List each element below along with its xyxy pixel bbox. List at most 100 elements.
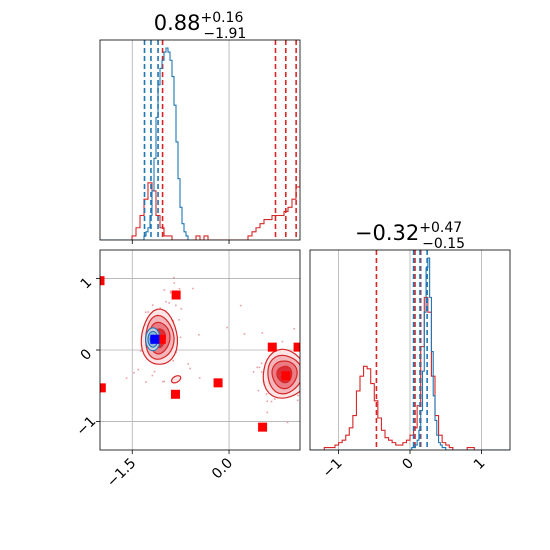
- red-square-marker: [267, 342, 277, 352]
- sample-point: [179, 336, 182, 339]
- x-tick-label: 0: [399, 455, 417, 473]
- sample-point: [189, 367, 191, 370]
- title-lower: −0.15: [422, 236, 465, 252]
- sample-point: [165, 300, 167, 303]
- histogram-step-series-1: [100, 47, 192, 240]
- sample-point: [125, 377, 128, 380]
- sample-point: [151, 304, 154, 307]
- histogram-step-series-0: [310, 296, 510, 450]
- red-square-marker: [100, 383, 106, 393]
- title-value: 0.88: [154, 11, 201, 35]
- panel-frame-param-2: [309, 249, 511, 451]
- x-tick-label: 0.0: [209, 455, 236, 482]
- sample-point: [266, 411, 269, 414]
- red-square-marker: [213, 378, 223, 388]
- sample-point: [293, 327, 296, 330]
- sample-point: [302, 407, 304, 409]
- sample-point: [336, 342, 338, 344]
- sample-point: [226, 326, 228, 329]
- red-square-marker: [156, 334, 166, 344]
- sample-point: [192, 287, 194, 290]
- red-square-marker: [171, 290, 181, 300]
- sample-point: [147, 311, 149, 313]
- sample-point: [180, 308, 183, 310]
- red-square-marker: [293, 342, 300, 352]
- sample-point: [322, 384, 324, 386]
- sample-point: [260, 362, 263, 365]
- sample-point: [178, 287, 181, 290]
- sample-point: [297, 394, 299, 397]
- sample-point: [187, 363, 190, 365]
- red-contour-level: [170, 375, 182, 384]
- title-upper: +0.16: [200, 10, 243, 26]
- sample-point: [151, 374, 154, 377]
- sample-point: [163, 289, 166, 291]
- sample-point: [169, 290, 172, 293]
- sample-point: [198, 333, 200, 336]
- sample-point: [140, 349, 142, 352]
- sample-point: [306, 380, 308, 382]
- sample-point: [159, 307, 161, 310]
- sample-point: [168, 302, 170, 304]
- panel-frame-joint: [99, 249, 301, 451]
- title-upper: +0.47: [419, 220, 462, 236]
- contour-group: [140, 308, 300, 399]
- red-square-marker: [258, 422, 268, 432]
- grid-layer: [100, 40, 482, 450]
- sample-point: [239, 304, 242, 307]
- sample-point: [175, 351, 177, 354]
- y-tick-label: −1: [74, 413, 100, 439]
- sample-point: [133, 371, 135, 374]
- sample-point: [273, 398, 276, 400]
- sample-point: [281, 340, 284, 343]
- sample-point: [270, 400, 273, 403]
- sample-point: [260, 371, 263, 373]
- sample-point: [257, 389, 260, 392]
- y-tick-label: 1: [78, 275, 96, 293]
- sample-point: [178, 319, 180, 321]
- sample-point: [286, 421, 289, 424]
- sample-point: [261, 332, 264, 334]
- panel-title: 0.88+0.16 −1.91: [154, 10, 247, 42]
- sample-point: [256, 366, 259, 369]
- red-square-marker: [100, 276, 105, 286]
- sample-point: [173, 276, 175, 279]
- sample-point: [172, 359, 175, 362]
- axes-layer: [96, 39, 511, 454]
- blue-square-marker: [150, 334, 160, 344]
- sample-point: [173, 282, 176, 284]
- sample-point: [137, 368, 140, 371]
- sample-point: [296, 399, 299, 402]
- marker-group: [100, 276, 300, 432]
- sample-point: [266, 400, 269, 403]
- title-lower: −1.91: [203, 26, 246, 42]
- data-layer: [100, 40, 510, 450]
- x-tick-label: −1: [320, 455, 346, 481]
- sample-point: [175, 304, 177, 307]
- sample-point: [144, 311, 147, 314]
- sample-point: [163, 380, 165, 383]
- sample-point: [153, 370, 156, 373]
- sample-point: [307, 338, 309, 340]
- y-tick-label: 0: [78, 346, 96, 364]
- sample-point: [323, 394, 325, 396]
- red-square-marker: [281, 371, 291, 381]
- sample-point: [321, 321, 323, 323]
- histogram-step-series-1: [310, 257, 510, 450]
- sample-point: [252, 371, 255, 373]
- sample-point: [258, 366, 261, 369]
- panel-title: −0.32+0.47 −0.15: [355, 220, 465, 252]
- red-square-marker: [170, 389, 180, 399]
- title-value: −0.32: [355, 221, 419, 245]
- sample-point: [169, 291, 172, 294]
- sample-point: [198, 377, 201, 379]
- histogram-step-series-0: [100, 170, 300, 240]
- sample-point: [301, 360, 303, 362]
- sample-point: [265, 393, 268, 395]
- sample-point: [243, 333, 246, 335]
- x-tick-label: −1.5: [104, 455, 139, 490]
- sample-point: [162, 380, 164, 383]
- x-tick-label: 1: [471, 455, 489, 473]
- panel-frame-param-1: [99, 39, 301, 241]
